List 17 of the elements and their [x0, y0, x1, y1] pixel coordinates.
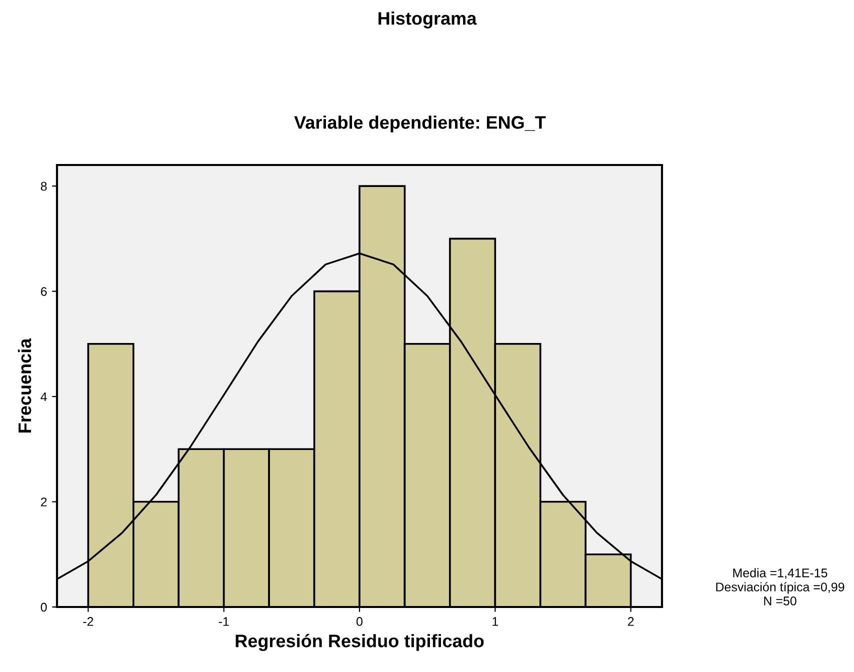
chart-title: Histograma [378, 12, 477, 28]
text: N =50 [764, 596, 796, 606]
text: Media =1,41E-15 [733, 568, 828, 579]
x-axis-title: Regresión Residuo tipificado [236, 634, 484, 651]
x-tick-label: 2 [628, 617, 634, 626]
text: Desviación típica =0,99 [716, 582, 844, 594]
y-tick-label: 2 [40, 498, 47, 506]
x-tick-label: -2 [83, 617, 94, 626]
y-tick-label: 6 [40, 287, 47, 296]
y-tick-label: 4 [40, 392, 47, 402]
x-tick-label: 1 [492, 617, 498, 626]
y-tick-label: 0 [40, 602, 47, 612]
x-tick-label: 0 [356, 617, 362, 626]
x-tick-label: -1 [218, 617, 229, 626]
y-axis-title: Frecuencia [18, 338, 32, 432]
y-tick-label: 8 [40, 182, 47, 191]
chart-subtitle: Variable dependiente: ENG_T [294, 116, 546, 132]
